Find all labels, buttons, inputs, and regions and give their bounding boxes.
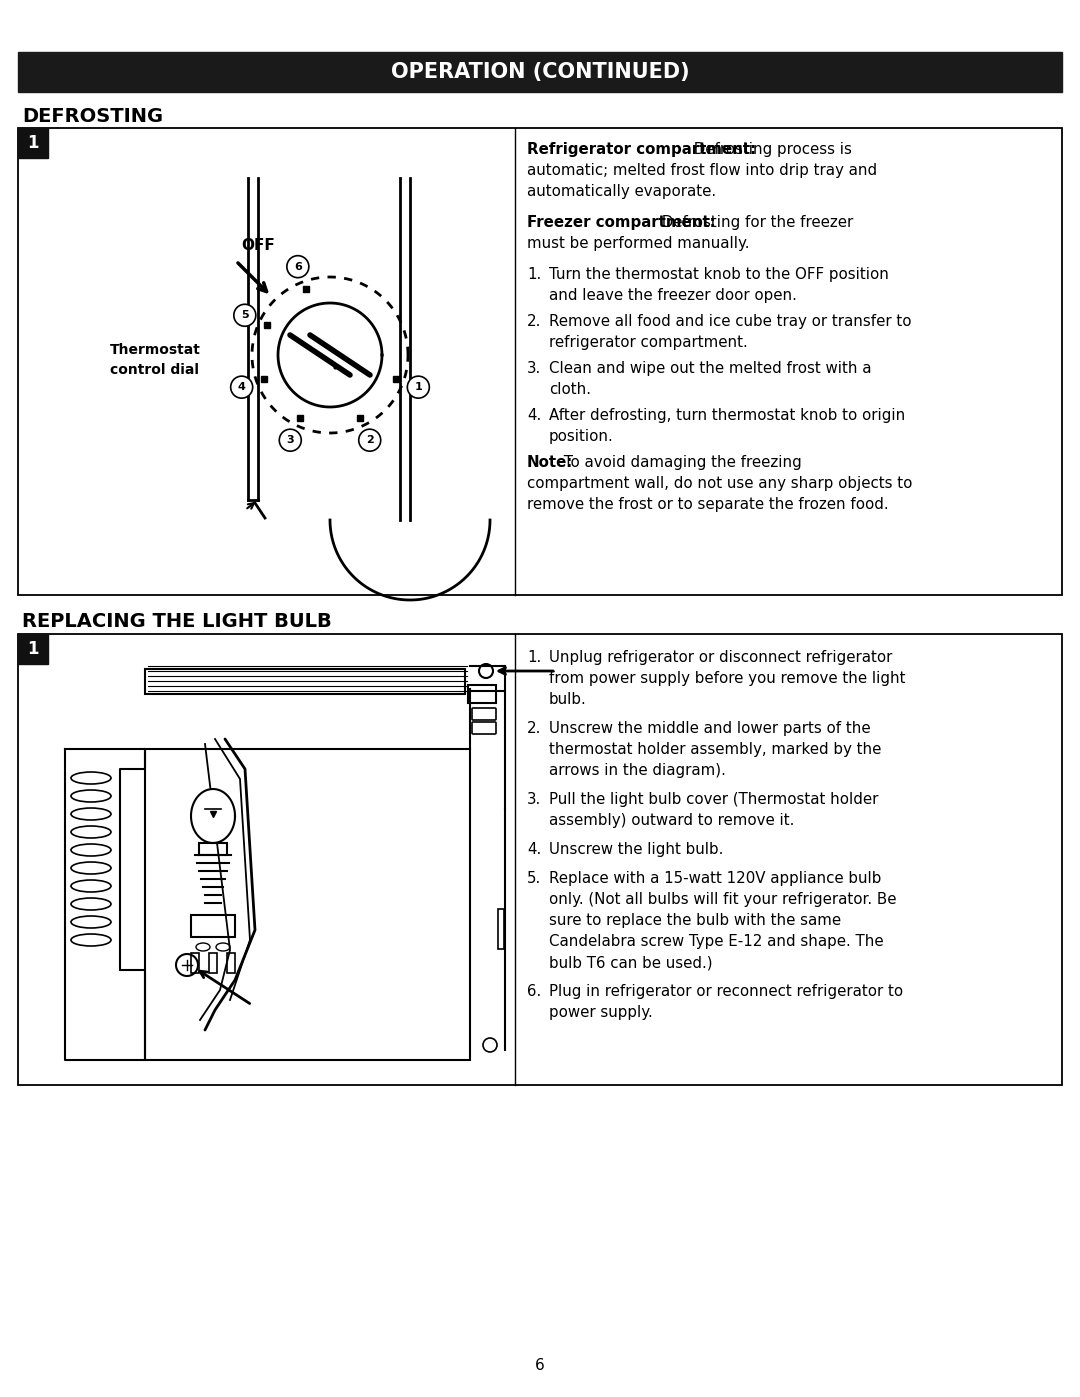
Text: 2: 2 bbox=[366, 436, 374, 446]
Text: must be performed manually.: must be performed manually. bbox=[527, 236, 750, 251]
Text: bulb.: bulb. bbox=[549, 692, 586, 707]
Text: bulb T6 can be used.): bulb T6 can be used.) bbox=[549, 956, 713, 970]
Text: Defrosting for the freezer: Defrosting for the freezer bbox=[657, 215, 853, 231]
Text: 3: 3 bbox=[286, 436, 294, 446]
Text: Remove all food and ice cube tray or transfer to: Remove all food and ice cube tray or tra… bbox=[549, 314, 912, 330]
Text: Pull the light bulb cover (Thermostat holder: Pull the light bulb cover (Thermostat ho… bbox=[549, 792, 878, 807]
Text: thermostat holder assembly, marked by the: thermostat holder assembly, marked by th… bbox=[549, 742, 881, 757]
Text: 4.: 4. bbox=[527, 842, 541, 856]
Circle shape bbox=[287, 256, 309, 278]
Text: 6: 6 bbox=[535, 1358, 545, 1372]
Text: refrigerator compartment.: refrigerator compartment. bbox=[549, 335, 747, 351]
Text: from power supply before you remove the light: from power supply before you remove the … bbox=[549, 671, 905, 686]
Text: Unplug refrigerator or disconnect refrigerator: Unplug refrigerator or disconnect refrig… bbox=[549, 650, 892, 665]
Text: 1.: 1. bbox=[527, 267, 541, 282]
Text: Unscrew the middle and lower parts of the: Unscrew the middle and lower parts of th… bbox=[549, 721, 870, 736]
Text: 1: 1 bbox=[415, 383, 422, 393]
Text: 3.: 3. bbox=[527, 360, 541, 376]
Text: arrows in the diagram).: arrows in the diagram). bbox=[549, 763, 726, 778]
Bar bbox=[199, 842, 227, 855]
Text: cloth.: cloth. bbox=[549, 381, 591, 397]
Text: 1: 1 bbox=[27, 640, 39, 658]
Text: automatically evaporate.: automatically evaporate. bbox=[527, 184, 716, 198]
Text: sure to replace the bulb with the same: sure to replace the bulb with the same bbox=[549, 914, 841, 928]
Text: and leave the freezer door open.: and leave the freezer door open. bbox=[549, 288, 797, 303]
Text: Candelabra screw Type E-12 and shape. The: Candelabra screw Type E-12 and shape. Th… bbox=[549, 935, 883, 949]
Text: only. (Not all bulbs will fit your refrigerator. Be: only. (Not all bulbs will fit your refri… bbox=[549, 893, 896, 907]
Text: Plug in refrigerator or reconnect refrigerator to: Plug in refrigerator or reconnect refrig… bbox=[549, 983, 903, 999]
Bar bbox=[227, 953, 235, 972]
Text: position.: position. bbox=[549, 429, 613, 444]
Text: 1: 1 bbox=[27, 134, 39, 152]
Text: OFF: OFF bbox=[241, 237, 274, 253]
Text: Unscrew the light bulb.: Unscrew the light bulb. bbox=[549, 842, 724, 856]
Bar bbox=[18, 634, 48, 664]
Text: power supply.: power supply. bbox=[549, 1004, 652, 1020]
Text: Refrigerator compartment:: Refrigerator compartment: bbox=[527, 142, 756, 156]
Text: 4: 4 bbox=[238, 383, 245, 393]
Text: 1.: 1. bbox=[527, 650, 541, 665]
Bar bbox=[191, 915, 235, 937]
Circle shape bbox=[231, 376, 253, 398]
Circle shape bbox=[359, 429, 381, 451]
Bar bbox=[18, 634, 1062, 1085]
Text: OPERATION (CONTINUED): OPERATION (CONTINUED) bbox=[391, 61, 689, 82]
Circle shape bbox=[407, 376, 430, 398]
Bar bbox=[145, 669, 465, 694]
Text: 3.: 3. bbox=[527, 792, 541, 807]
Bar bbox=[145, 749, 470, 1060]
Bar bbox=[210, 953, 217, 972]
Text: assembly) outward to remove it.: assembly) outward to remove it. bbox=[549, 813, 795, 828]
Text: 5: 5 bbox=[241, 310, 248, 320]
Text: compartment wall, do not use any sharp objects to: compartment wall, do not use any sharp o… bbox=[527, 476, 913, 490]
Text: Replace with a 15-watt 120V appliance bulb: Replace with a 15-watt 120V appliance bu… bbox=[549, 870, 881, 886]
Text: 4.: 4. bbox=[527, 408, 541, 423]
Text: 5.: 5. bbox=[527, 870, 541, 886]
Text: automatic; melted frost flow into drip tray and: automatic; melted frost flow into drip t… bbox=[527, 163, 877, 177]
Text: 6.: 6. bbox=[527, 983, 541, 999]
Text: Freezer compartment:: Freezer compartment: bbox=[527, 215, 715, 231]
Text: 6: 6 bbox=[294, 261, 301, 271]
Text: Note:: Note: bbox=[527, 455, 573, 469]
Bar bbox=[18, 129, 48, 158]
Text: 2.: 2. bbox=[527, 314, 541, 330]
Bar bbox=[468, 685, 496, 703]
Text: DEFROSTING: DEFROSTING bbox=[22, 108, 163, 126]
Text: Thermostat
control dial: Thermostat control dial bbox=[109, 342, 201, 377]
Polygon shape bbox=[278, 303, 382, 407]
Text: To avoid damaging the freezing: To avoid damaging the freezing bbox=[559, 455, 802, 469]
Text: Turn the thermostat knob to the OFF position: Turn the thermostat knob to the OFF posi… bbox=[549, 267, 889, 282]
Polygon shape bbox=[191, 789, 235, 842]
Bar bbox=[191, 953, 199, 972]
Text: remove the frost or to separate the frozen food.: remove the frost or to separate the froz… bbox=[527, 497, 889, 511]
Circle shape bbox=[233, 305, 256, 327]
Text: Defrosting process is: Defrosting process is bbox=[689, 142, 852, 156]
Bar bbox=[18, 52, 1062, 92]
Bar bbox=[18, 129, 1062, 595]
Text: 2.: 2. bbox=[527, 721, 541, 736]
Circle shape bbox=[280, 429, 301, 451]
Text: REPLACING THE LIGHT BULB: REPLACING THE LIGHT BULB bbox=[22, 612, 332, 631]
Text: After defrosting, turn thermostat knob to origin: After defrosting, turn thermostat knob t… bbox=[549, 408, 905, 423]
Bar bbox=[498, 909, 504, 949]
Text: Clean and wipe out the melted frost with a: Clean and wipe out the melted frost with… bbox=[549, 360, 872, 376]
